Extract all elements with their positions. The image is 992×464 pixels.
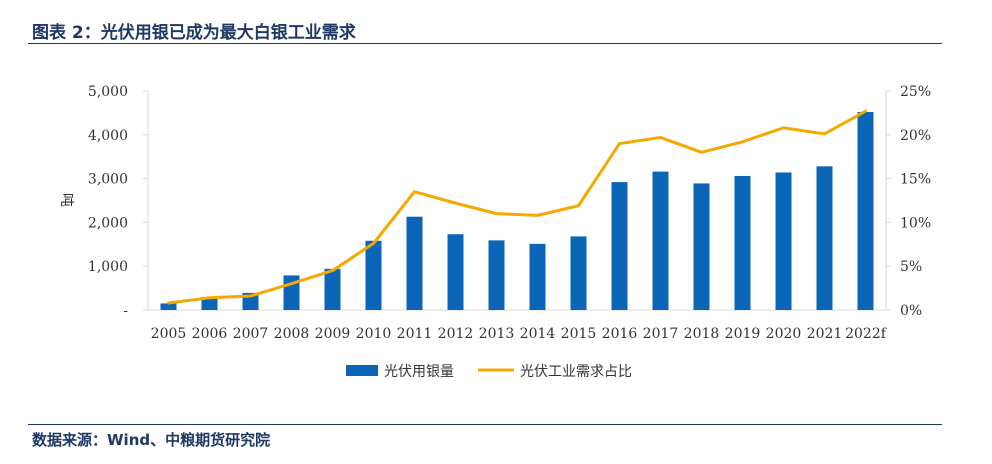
legend-bar-swatch [346,365,378,376]
bar [406,216,423,310]
x-tick-label: 2006 [192,326,228,342]
right-tick-label: 15% [900,172,931,188]
right-tick-label: 5% [900,259,922,275]
bar [529,243,546,310]
bar [488,240,505,310]
left-tick-label: 2,000 [88,215,128,231]
x-tick-label: 2005 [151,326,187,342]
left-axis-title: 吨 [58,193,74,207]
legend: 光伏用银量 光伏工业需求占比 [346,364,632,380]
x-tick-label: 2019 [725,326,761,342]
legend-bar-label: 光伏用银量 [384,364,454,380]
x-tick-label: 2017 [643,326,679,342]
x-tick-label: 2014 [520,326,556,342]
bar [570,236,587,310]
bar [734,175,751,310]
bar [857,112,874,310]
left-tick-label: 4,000 [88,128,128,144]
legend-line-label: 光伏工业需求占比 [520,364,632,380]
x-tick-label: 2009 [315,326,351,342]
figure-title: 图表 2：光伏用银已成为最大白银工业需求 [32,23,356,43]
bar [611,182,628,310]
x-tick-label: 2018 [684,326,720,342]
left-tick-label: 5,000 [88,84,128,100]
x-tick-label: 2011 [397,326,433,342]
x-tick-label: 2016 [602,326,638,342]
x-tick-label: 2013 [479,326,515,342]
line-series [167,109,867,305]
right-tick-label: 0% [900,303,922,319]
x-tick-label: 2008 [274,326,310,342]
bar [324,268,341,310]
bar [816,166,833,310]
axes-group [143,90,891,311]
x-tick-label: 2012 [438,326,474,342]
bar [201,297,218,310]
x-tick-label: 2021 [807,326,843,342]
left-tick-label: 3,000 [88,172,128,188]
x-tick-label: 2022f [845,326,888,342]
x-tick-label: 2020 [766,326,802,342]
left-tick-label: 1,000 [88,259,128,275]
bar [160,303,177,310]
bar-series [160,112,874,310]
x-tick-label: 2010 [356,326,392,342]
source-note: 数据来源：Wind、中粮期货研究院 [32,431,271,449]
source-rule [28,424,942,425]
right-tick-label: 20% [900,128,931,144]
right-tick-label: 10% [900,215,931,231]
bar [775,172,792,310]
tick-labels: - 1,000 2,000 3,000 4,000 5,000 0% 5% 10% 15% 20% 2… [58,84,931,342]
bar [447,234,464,310]
x-tick-label: 2015 [561,326,597,342]
right-tick-label: 25% [900,84,931,100]
bar [693,183,710,310]
x-tick-label: 2007 [233,326,269,342]
left-tick-label: - [123,303,128,319]
bar [365,240,382,310]
title-rule [28,43,942,44]
share-line [167,109,867,305]
bar [652,171,669,310]
